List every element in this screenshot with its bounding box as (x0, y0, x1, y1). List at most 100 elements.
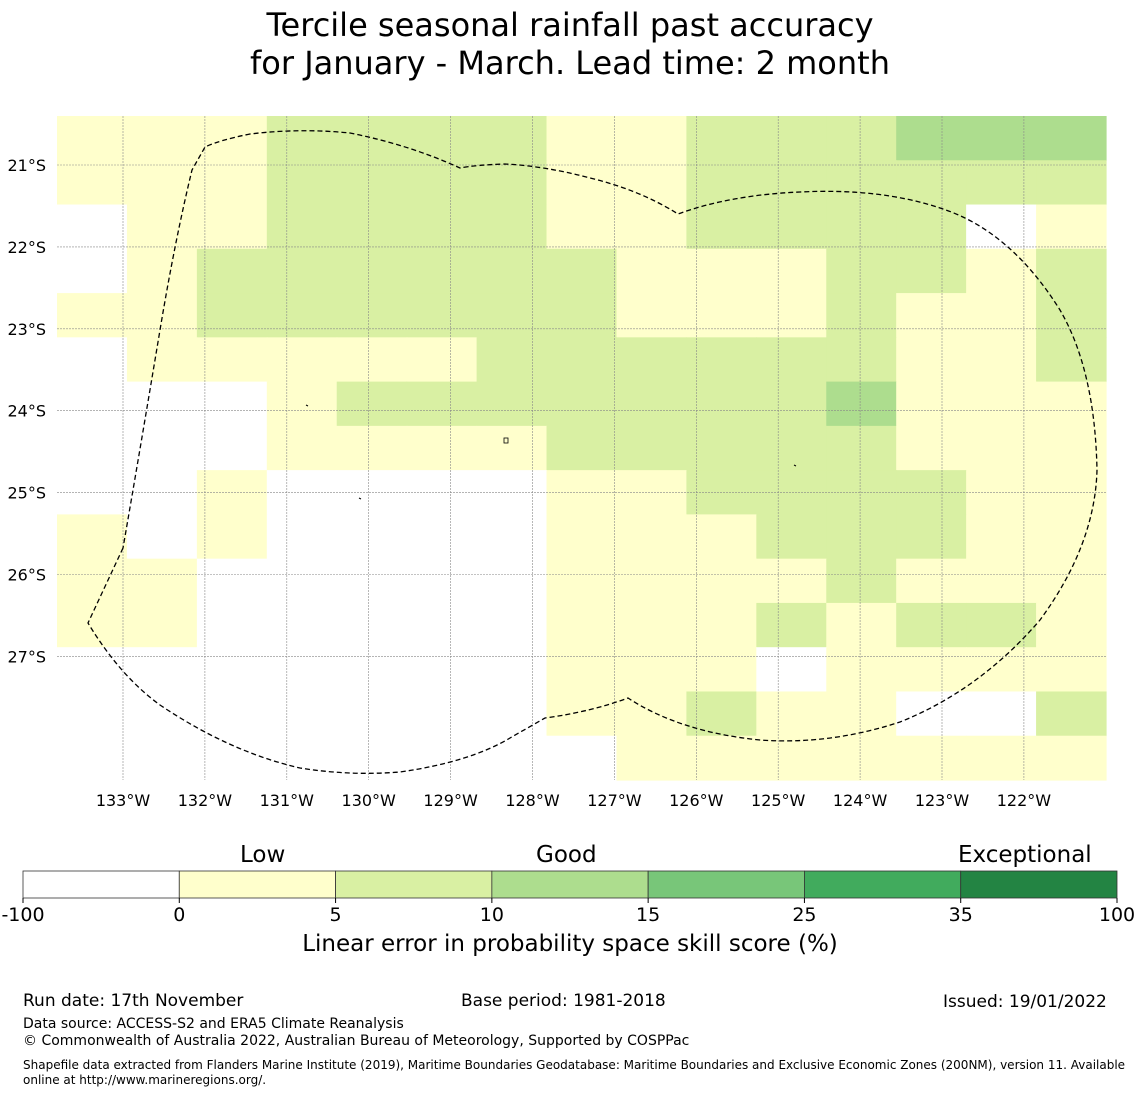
grid-cell (57, 116, 128, 161)
grid-cell (1036, 116, 1107, 161)
grid-cell (126, 116, 198, 161)
lon-label: 123°W (915, 791, 970, 810)
grid-cell (616, 248, 687, 294)
shapefile-credit: Shapefile data extracted from Flanders M… (23, 1058, 1126, 1087)
lon-label: 132°W (178, 791, 233, 810)
longitude-labels: 133°W 132°W 131°W 130°W 129°W 128°W 127°W 126°W… (96, 791, 1051, 810)
colorbar-segment (178, 870, 336, 899)
grid-cell (546, 735, 618, 781)
grid-cell (406, 691, 478, 737)
grid-cell (126, 691, 198, 737)
grid-cell (266, 558, 338, 604)
grid-cell (406, 735, 478, 781)
grid-cell (616, 204, 687, 250)
lon-label: 129°W (423, 791, 478, 810)
grid-cell (966, 558, 1037, 604)
map-title: Tercile seasonal rainfall past accuracy … (0, 6, 1140, 82)
grid-cell (476, 204, 548, 250)
colorbar-segment (491, 870, 649, 899)
grid-cell (686, 558, 757, 604)
colorbar-segment (960, 870, 1118, 899)
grid-cell (406, 293, 478, 338)
grid-cell (406, 381, 478, 427)
grid-cell (546, 425, 618, 471)
grid-cell (896, 116, 967, 161)
grid-cell (266, 647, 338, 693)
category-good: Good (536, 842, 597, 868)
category-low: Low (240, 842, 286, 868)
grid-cell (966, 425, 1037, 471)
grid-cell (896, 602, 967, 648)
grid-cell (896, 514, 967, 560)
island-dot (503, 437, 509, 444)
grid-cell (336, 160, 408, 206)
grid-cell (476, 514, 548, 560)
grid-cell (266, 514, 338, 560)
grid-cell (406, 248, 478, 294)
grid-cell (966, 602, 1037, 648)
grid-cell (476, 160, 548, 206)
grid-cell (616, 337, 687, 383)
grid-cell (196, 160, 268, 206)
grid-cell (966, 647, 1037, 693)
grid-cell (57, 293, 128, 338)
grid-cell (826, 116, 897, 161)
grid-cell (266, 248, 338, 294)
grid-cell (756, 558, 827, 604)
grid-cell (546, 647, 618, 693)
grid-cell (126, 735, 198, 781)
grid-cell (1036, 160, 1107, 206)
grid-cell (756, 293, 827, 338)
grid-cell (476, 381, 548, 427)
colorbar-segment (335, 870, 493, 899)
grid-cell (57, 160, 128, 206)
grid-cell (686, 602, 757, 648)
grid-cell (966, 160, 1037, 206)
grid-cell (686, 160, 757, 206)
grid-cell (196, 514, 268, 560)
grid-cell (336, 337, 408, 383)
skill-map: 21°S22°S23°S24°S25°S26°S27°S 133°W 132°W 1… (7, 116, 1107, 810)
grid-cell (406, 204, 478, 250)
grid-cell (476, 337, 548, 383)
grid-cell (616, 602, 687, 648)
grid-cell (756, 381, 827, 427)
colorbar-tick-label: 100 (1099, 904, 1135, 926)
lon-label: 133°W (96, 791, 151, 810)
base-period: Base period: 1981-2018 (461, 991, 666, 1011)
island-dot (358, 497, 362, 500)
colorbar-segment (804, 870, 962, 899)
grid-cell (406, 337, 478, 383)
grid-cell (686, 248, 757, 294)
grid-cell (336, 381, 408, 427)
grid-cell (966, 293, 1037, 338)
colorbar-tick-label: 15 (636, 904, 660, 926)
grid-cell (546, 691, 618, 737)
lon-label: 131°W (260, 791, 315, 810)
grid-cell (1036, 293, 1107, 338)
grid-cell (476, 248, 548, 294)
grid-cell (966, 116, 1037, 161)
grid-cell (826, 293, 897, 338)
grid-cell (546, 337, 618, 383)
data-source: Data source: ACCESS-S2 and ERA5 Climate … (23, 1016, 404, 1032)
grid-cell (826, 558, 897, 604)
grid-cell (266, 337, 338, 383)
grid-cell (756, 425, 827, 471)
title-line-1: Tercile seasonal rainfall past accuracy (266, 6, 874, 44)
grid-cell (546, 116, 618, 161)
grid-cell (686, 425, 757, 471)
grid-cell (126, 558, 198, 604)
grid-cell (756, 647, 827, 693)
lon-label: 125°W (751, 791, 806, 810)
grid-cell (686, 691, 757, 737)
grid-cell (546, 381, 618, 427)
lat-label: 25°S (7, 484, 46, 503)
grid-cell (196, 381, 268, 427)
grid-cell (896, 293, 967, 338)
grid-cell (336, 425, 408, 471)
grid-cell (336, 558, 408, 604)
grid-cell (57, 514, 128, 560)
grid-cell (57, 735, 128, 781)
island-dot (793, 464, 797, 467)
